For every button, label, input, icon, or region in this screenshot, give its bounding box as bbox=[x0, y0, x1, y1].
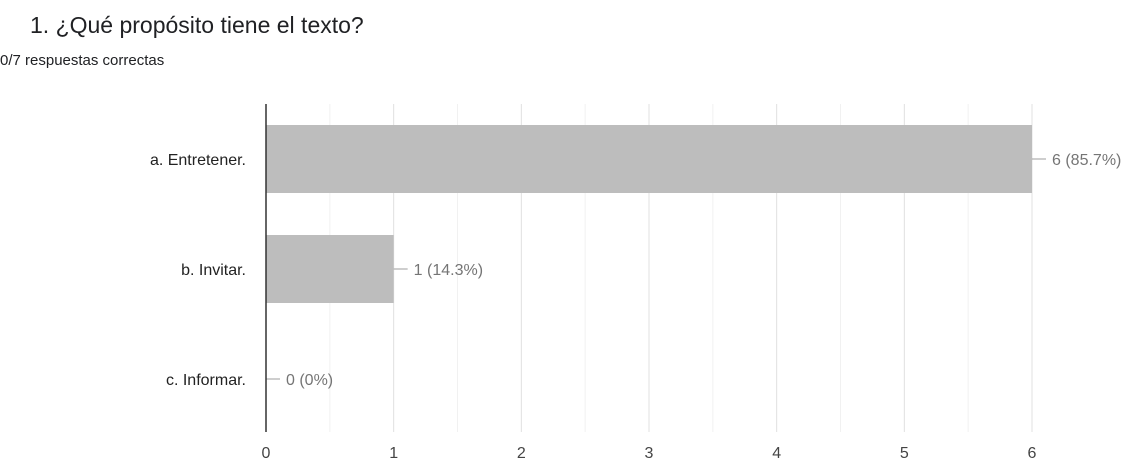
x-tick-label: 0 bbox=[262, 445, 271, 462]
x-tick-label: 4 bbox=[772, 445, 781, 462]
category-label: b. Invitar. bbox=[181, 262, 246, 279]
connectors bbox=[265, 104, 1046, 432]
bars bbox=[266, 125, 1032, 303]
bar[interactable] bbox=[266, 125, 1032, 193]
x-tick-label: 6 bbox=[1028, 445, 1037, 462]
score-summary: 0/7 respuestas correctas bbox=[0, 52, 165, 69]
category-labels: a. Entretener. b. Invitar. c. Informar. bbox=[150, 152, 246, 389]
x-tick-label: 2 bbox=[517, 445, 526, 462]
data-label: 6 (85.7%) bbox=[1052, 152, 1121, 169]
x-tick-label: 1 bbox=[389, 445, 398, 462]
x-tick-label: 5 bbox=[900, 445, 909, 462]
data-label: 1 (14.3%) bbox=[414, 262, 483, 279]
data-label: 0 (0%) bbox=[286, 372, 333, 389]
category-label: c. Informar. bbox=[166, 372, 246, 389]
data-labels: 6 (85.7%) 1 (14.3%) 0 (0%) bbox=[286, 152, 1121, 389]
question-title: 1. ¿Qué propósito tiene el texto? bbox=[30, 12, 364, 38]
bar[interactable] bbox=[266, 235, 394, 303]
category-label: a. Entretener. bbox=[150, 152, 246, 169]
x-tick-label: 3 bbox=[645, 445, 654, 462]
tick-labels: 0 1 2 3 4 5 6 bbox=[262, 445, 1037, 462]
